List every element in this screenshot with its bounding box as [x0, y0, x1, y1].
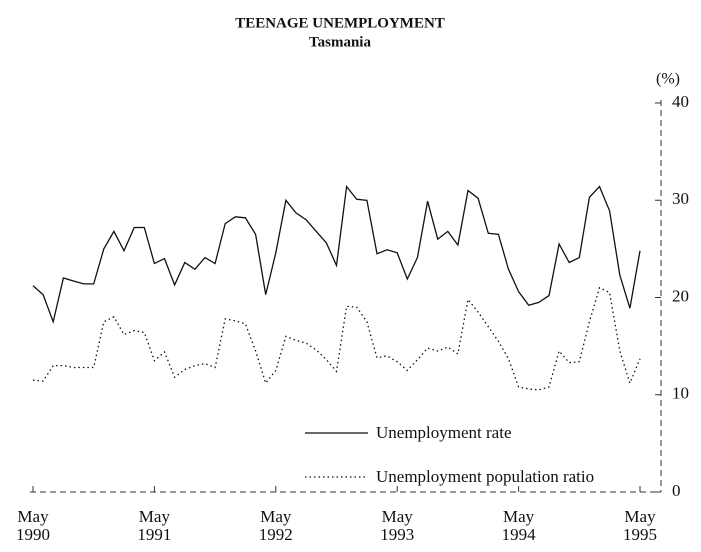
x-tick-label: May 1995: [623, 507, 657, 544]
y-tick-label: 10: [672, 384, 689, 403]
chart-subtitle: Tasmania: [309, 34, 371, 50]
y-axis-label: (%): [656, 71, 680, 88]
legend-label: Unemployment population ratio: [376, 467, 594, 486]
legend-label: Unemployment rate: [376, 423, 512, 442]
x-tick-label: May 1990: [16, 507, 50, 544]
y-tick-label: 0: [672, 481, 681, 500]
y-tick-label: 20: [672, 286, 689, 305]
data-line: [32, 286, 641, 391]
x-tick-label: May 1993: [380, 507, 415, 544]
x-tick-label: May 1992: [258, 507, 293, 544]
data-line: [32, 184, 641, 325]
x-tick-label: May 1991: [137, 507, 172, 544]
chart-title: TEENAGE UNEMPLOYMENT: [235, 15, 445, 31]
y-tick-label: 40: [672, 92, 689, 111]
x-tick-label: May 1994: [501, 507, 536, 544]
y-tick-label: 30: [672, 189, 689, 208]
